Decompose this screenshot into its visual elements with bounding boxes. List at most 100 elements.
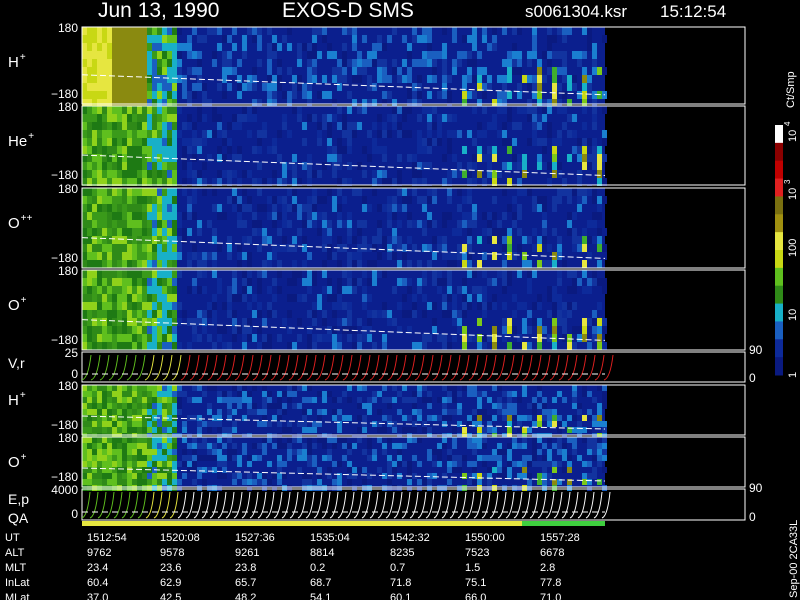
spectrogram-cell xyxy=(492,342,497,350)
curve xyxy=(369,354,380,381)
spectrogram-cell xyxy=(452,260,457,268)
spectrogram-cell xyxy=(487,427,492,433)
spectrogram-cell xyxy=(317,212,322,220)
spectrogram-cell xyxy=(117,473,122,479)
spectrogram-cell xyxy=(252,67,257,75)
spectrogram-cell xyxy=(462,334,467,342)
spectrogram-cell xyxy=(247,485,252,491)
spectrogram-cell xyxy=(197,51,202,59)
spectrogram-cell xyxy=(372,83,377,91)
spectrogram-cell xyxy=(122,75,127,83)
spectrogram-cell xyxy=(567,196,572,204)
spectrogram-cell xyxy=(117,318,122,326)
spectrogram-cell xyxy=(432,196,437,204)
spectrogram-cell xyxy=(557,252,562,260)
spectrogram-cell xyxy=(552,67,557,75)
spectrogram-cell xyxy=(467,421,472,427)
spectrogram-cell xyxy=(137,397,142,403)
spectrogram-cell xyxy=(167,204,172,212)
spectrogram-cell xyxy=(592,212,597,220)
spectrogram-cell xyxy=(167,278,172,286)
panel-label-sup: + xyxy=(21,452,27,463)
spectrogram-cell xyxy=(97,449,102,455)
spectrogram-cell xyxy=(602,154,607,162)
spectrogram-cell xyxy=(102,485,107,491)
spectrogram-cell xyxy=(192,437,197,443)
spectrogram-cell xyxy=(447,91,452,99)
spectrogram-cell xyxy=(157,114,162,122)
spectrogram-cell xyxy=(102,99,107,107)
spectrogram-cell xyxy=(132,146,137,154)
spectrogram-cell xyxy=(392,204,397,212)
spectrogram-cell xyxy=(92,473,97,479)
spectrogram-cell xyxy=(97,83,102,91)
spectrogram-cell xyxy=(307,278,312,286)
spectrogram-cell xyxy=(382,99,387,107)
spectrogram-cell xyxy=(597,334,602,342)
spectrogram-cell xyxy=(547,433,552,439)
spectrogram-cell xyxy=(232,473,237,479)
spectrogram-cell xyxy=(117,415,122,421)
curve xyxy=(593,491,603,519)
spectrogram-cell xyxy=(477,342,482,350)
spectrogram-cell xyxy=(127,188,132,196)
table-value: 9762 xyxy=(87,547,111,559)
spectrogram-cell xyxy=(192,479,197,485)
spectrogram-cell xyxy=(117,461,122,467)
spectrogram-cell xyxy=(167,170,172,178)
spectrogram-cell xyxy=(327,437,332,443)
spectrogram-cell xyxy=(152,433,157,439)
spectrogram-cell xyxy=(517,59,522,67)
spectrogram-cell xyxy=(542,397,547,403)
curve xyxy=(468,354,479,381)
curve xyxy=(457,491,467,519)
spectrogram-cell xyxy=(307,252,312,260)
spectrogram-cell xyxy=(82,302,87,310)
spectrogram-cell xyxy=(302,83,307,91)
spectrogram-cell xyxy=(82,83,87,91)
spectrogram-cell xyxy=(232,334,237,342)
spectrogram-cell xyxy=(142,427,147,433)
spectrogram-cell xyxy=(222,35,227,43)
spectrogram-cell xyxy=(142,122,147,130)
spectrogram-cell xyxy=(142,385,147,391)
spectrogram-cell xyxy=(582,479,587,485)
colorbar-label: 100 xyxy=(787,239,799,257)
spectrogram-cell xyxy=(257,204,262,212)
spectrogram-cell xyxy=(512,67,517,75)
spectrogram-cell xyxy=(82,138,87,146)
spectrogram-cell xyxy=(597,385,602,391)
spectrogram-cell xyxy=(332,302,337,310)
spectrogram-cell xyxy=(92,260,97,268)
spectrogram-cell xyxy=(157,385,162,391)
spectrogram-cell xyxy=(532,461,537,467)
spectrogram-cell xyxy=(332,342,337,350)
spectrogram-cell xyxy=(407,154,412,162)
spectrogram-cell xyxy=(117,75,122,83)
spectrogram-cell xyxy=(342,43,347,51)
spectrogram-cell xyxy=(212,302,217,310)
spectrogram-cell xyxy=(342,67,347,75)
spectrogram-cell xyxy=(472,385,477,391)
curve xyxy=(297,491,307,519)
spectrogram-cell xyxy=(317,437,322,443)
spectrogram-cell xyxy=(217,391,222,397)
spectrogram-cell xyxy=(147,427,152,433)
spectrogram-cell xyxy=(532,302,537,310)
spectrogram-cell xyxy=(87,326,92,334)
curve xyxy=(513,354,524,381)
spectrogram-cell xyxy=(82,35,87,43)
spectrogram-cell xyxy=(602,196,607,204)
spectrogram-cell xyxy=(102,83,107,91)
spectrogram-cell xyxy=(87,461,92,467)
spectrogram-cell xyxy=(447,146,452,154)
spectrogram-cell xyxy=(492,294,497,302)
spectrogram-cell xyxy=(92,196,97,204)
spectrogram-cell xyxy=(547,114,552,122)
spectrogram-cell xyxy=(537,449,542,455)
spectrogram-cell xyxy=(567,342,572,350)
spectrogram-cell xyxy=(132,43,137,51)
spectrogram-cell xyxy=(562,326,567,334)
spectrogram-cell xyxy=(392,252,397,260)
spectrogram-cell xyxy=(92,485,97,491)
